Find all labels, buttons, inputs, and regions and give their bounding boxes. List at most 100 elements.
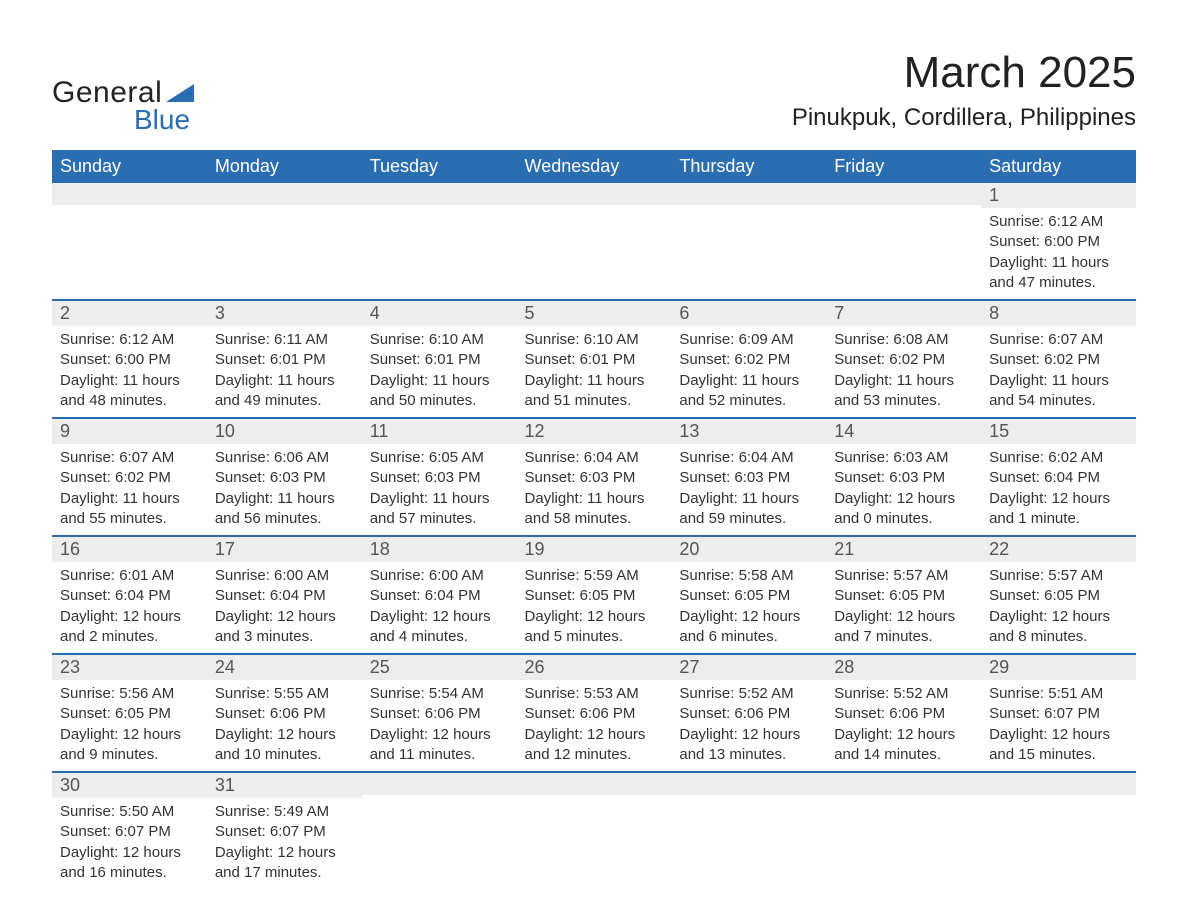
- day-number: 8: [981, 301, 1136, 326]
- day-number: 1: [981, 183, 1136, 208]
- daylight-text: Daylight: 11 hours and 52 minutes.: [679, 371, 818, 412]
- daylight-text: Daylight: 12 hours and 2 minutes.: [60, 607, 199, 648]
- cell-body: Sunrise: 5:49 AMSunset: 6:07 PMDaylight:…: [207, 798, 362, 889]
- day-number: 5: [517, 301, 672, 326]
- calendar-cell: [517, 183, 672, 300]
- calendar-week-row: 1Sunrise: 6:12 AMSunset: 6:00 PMDaylight…: [52, 183, 1136, 300]
- sunrise-text: Sunrise: 6:10 AM: [525, 330, 664, 350]
- daylight-text: Daylight: 12 hours and 5 minutes.: [525, 607, 664, 648]
- day-number: [671, 183, 826, 205]
- day-number: 27: [671, 655, 826, 680]
- daylight-text: Daylight: 12 hours and 3 minutes.: [215, 607, 354, 648]
- sunrise-text: Sunrise: 5:59 AM: [525, 566, 664, 586]
- day-number: 22: [981, 537, 1136, 562]
- day-number: 13: [671, 419, 826, 444]
- daylight-text: Daylight: 11 hours and 50 minutes.: [370, 371, 509, 412]
- calendar-cell: 14Sunrise: 6:03 AMSunset: 6:03 PMDayligh…: [826, 418, 981, 536]
- day-number: [362, 183, 517, 205]
- sunset-text: Sunset: 6:03 PM: [834, 468, 973, 488]
- calendar-cell: 12Sunrise: 6:04 AMSunset: 6:03 PMDayligh…: [517, 418, 672, 536]
- sunset-text: Sunset: 6:07 PM: [989, 704, 1128, 724]
- cell-body: Sunrise: 5:58 AMSunset: 6:05 PMDaylight:…: [671, 562, 826, 653]
- sunset-text: Sunset: 6:03 PM: [679, 468, 818, 488]
- calendar-week-row: 30Sunrise: 5:50 AMSunset: 6:07 PMDayligh…: [52, 772, 1136, 889]
- calendar-cell: 16Sunrise: 6:01 AMSunset: 6:04 PMDayligh…: [52, 536, 207, 654]
- cell-body: Sunrise: 6:06 AMSunset: 6:03 PMDaylight:…: [207, 444, 362, 535]
- sunrise-text: Sunrise: 6:07 AM: [60, 448, 199, 468]
- calendar-cell: 20Sunrise: 5:58 AMSunset: 6:05 PMDayligh…: [671, 536, 826, 654]
- day-number: 16: [52, 537, 207, 562]
- day-number: [826, 183, 981, 205]
- sunrise-text: Sunrise: 6:00 AM: [370, 566, 509, 586]
- calendar-cell: 29Sunrise: 5:51 AMSunset: 6:07 PMDayligh…: [981, 654, 1136, 772]
- sunset-text: Sunset: 6:04 PM: [370, 586, 509, 606]
- cell-body: [52, 205, 207, 283]
- calendar-cell: 27Sunrise: 5:52 AMSunset: 6:06 PMDayligh…: [671, 654, 826, 772]
- calendar-cell: [826, 772, 981, 889]
- calendar-cell: [517, 772, 672, 889]
- day-number: [826, 773, 981, 795]
- calendar-week-row: 2Sunrise: 6:12 AMSunset: 6:00 PMDaylight…: [52, 300, 1136, 418]
- day-number: 19: [517, 537, 672, 562]
- calendar-week-row: 16Sunrise: 6:01 AMSunset: 6:04 PMDayligh…: [52, 536, 1136, 654]
- cell-body: Sunrise: 5:54 AMSunset: 6:06 PMDaylight:…: [362, 680, 517, 771]
- cell-body: Sunrise: 6:12 AMSunset: 6:00 PMDaylight:…: [981, 208, 1136, 299]
- day-number: [671, 773, 826, 795]
- cell-body: Sunrise: 6:10 AMSunset: 6:01 PMDaylight:…: [362, 326, 517, 417]
- daylight-text: Daylight: 12 hours and 17 minutes.: [215, 843, 354, 884]
- day-header: Sunday: [52, 150, 207, 183]
- day-number: 6: [671, 301, 826, 326]
- day-number: 21: [826, 537, 981, 562]
- sunrise-text: Sunrise: 6:08 AM: [834, 330, 973, 350]
- day-number: 15: [981, 419, 1136, 444]
- cell-body: Sunrise: 6:11 AMSunset: 6:01 PMDaylight:…: [207, 326, 362, 417]
- calendar-cell: 24Sunrise: 5:55 AMSunset: 6:06 PMDayligh…: [207, 654, 362, 772]
- calendar-cell: 4Sunrise: 6:10 AMSunset: 6:01 PMDaylight…: [362, 300, 517, 418]
- day-number: 24: [207, 655, 362, 680]
- cell-body: Sunrise: 5:53 AMSunset: 6:06 PMDaylight:…: [517, 680, 672, 771]
- sunset-text: Sunset: 6:00 PM: [989, 232, 1128, 252]
- sunset-text: Sunset: 6:05 PM: [679, 586, 818, 606]
- day-number: 17: [207, 537, 362, 562]
- daylight-text: Daylight: 12 hours and 14 minutes.: [834, 725, 973, 766]
- cell-body: [517, 795, 672, 873]
- cell-body: Sunrise: 6:03 AMSunset: 6:03 PMDaylight:…: [826, 444, 981, 535]
- day-number: 2: [52, 301, 207, 326]
- daylight-text: Daylight: 11 hours and 57 minutes.: [370, 489, 509, 530]
- daylight-text: Daylight: 11 hours and 47 minutes.: [989, 253, 1128, 294]
- cell-body: Sunrise: 5:52 AMSunset: 6:06 PMDaylight:…: [671, 680, 826, 771]
- sunrise-text: Sunrise: 5:54 AM: [370, 684, 509, 704]
- calendar-cell: 19Sunrise: 5:59 AMSunset: 6:05 PMDayligh…: [517, 536, 672, 654]
- sunrise-text: Sunrise: 6:11 AM: [215, 330, 354, 350]
- cell-body: Sunrise: 5:56 AMSunset: 6:05 PMDaylight:…: [52, 680, 207, 771]
- cell-body: Sunrise: 5:52 AMSunset: 6:06 PMDaylight:…: [826, 680, 981, 771]
- cell-body: [826, 205, 981, 283]
- cell-body: [362, 795, 517, 873]
- daylight-text: Daylight: 12 hours and 16 minutes.: [60, 843, 199, 884]
- location-subtitle: Pinukpuk, Cordillera, Philippines: [792, 104, 1136, 132]
- daylight-text: Daylight: 11 hours and 58 minutes.: [525, 489, 664, 530]
- sunset-text: Sunset: 6:02 PM: [679, 350, 818, 370]
- sunrise-text: Sunrise: 5:55 AM: [215, 684, 354, 704]
- sunset-text: Sunset: 6:04 PM: [215, 586, 354, 606]
- cell-body: Sunrise: 5:51 AMSunset: 6:07 PMDaylight:…: [981, 680, 1136, 771]
- daylight-text: Daylight: 12 hours and 15 minutes.: [989, 725, 1128, 766]
- cell-body: Sunrise: 6:05 AMSunset: 6:03 PMDaylight:…: [362, 444, 517, 535]
- calendar-cell: 9Sunrise: 6:07 AMSunset: 6:02 PMDaylight…: [52, 418, 207, 536]
- cell-body: [981, 795, 1136, 873]
- calendar-cell: [671, 183, 826, 300]
- calendar-cell: 18Sunrise: 6:00 AMSunset: 6:04 PMDayligh…: [362, 536, 517, 654]
- calendar-body: 1Sunrise: 6:12 AMSunset: 6:00 PMDaylight…: [52, 183, 1136, 889]
- calendar-cell: 8Sunrise: 6:07 AMSunset: 6:02 PMDaylight…: [981, 300, 1136, 418]
- day-number: [517, 183, 672, 205]
- cell-body: Sunrise: 6:07 AMSunset: 6:02 PMDaylight:…: [52, 444, 207, 535]
- sunset-text: Sunset: 6:00 PM: [60, 350, 199, 370]
- calendar-cell: 6Sunrise: 6:09 AMSunset: 6:02 PMDaylight…: [671, 300, 826, 418]
- day-header: Wednesday: [517, 150, 672, 183]
- sunrise-text: Sunrise: 6:07 AM: [989, 330, 1128, 350]
- cell-body: Sunrise: 5:55 AMSunset: 6:06 PMDaylight:…: [207, 680, 362, 771]
- cell-body: [826, 795, 981, 873]
- daylight-text: Daylight: 12 hours and 0 minutes.: [834, 489, 973, 530]
- sunrise-text: Sunrise: 5:52 AM: [679, 684, 818, 704]
- sunrise-text: Sunrise: 6:12 AM: [989, 212, 1128, 232]
